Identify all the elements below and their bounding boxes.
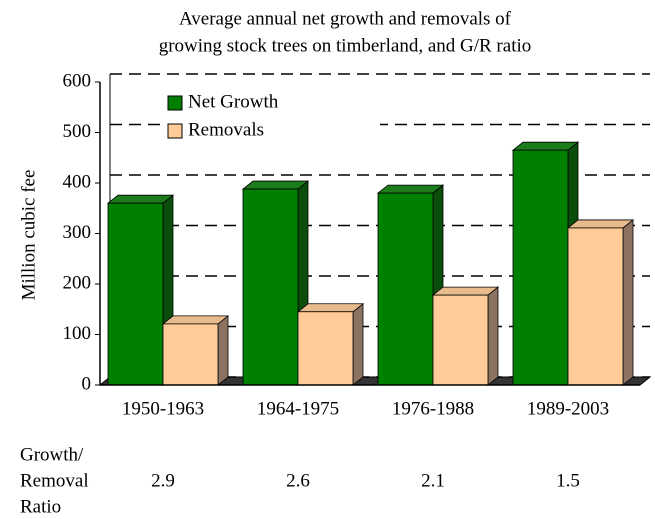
bar-top xyxy=(511,141,580,151)
x-tick-label: 1964-1975 xyxy=(257,398,339,419)
bar-top xyxy=(106,194,175,204)
y-tick-label: 300 xyxy=(63,222,92,243)
bar-top xyxy=(431,286,500,296)
bar xyxy=(512,149,569,386)
ratio-value: 2.1 xyxy=(421,470,445,491)
y-tick-label: 500 xyxy=(63,121,92,142)
bar xyxy=(297,311,354,386)
bar-top xyxy=(566,219,635,229)
y-tick-label: 100 xyxy=(63,323,92,344)
ratio-value: 2.6 xyxy=(286,470,310,491)
bar-top xyxy=(241,180,310,190)
legend-label: Net Growth xyxy=(188,91,279,112)
ratio-label: Removal xyxy=(20,470,89,491)
x-tick-label: 1976-1988 xyxy=(392,398,474,419)
y-tick-label: 0 xyxy=(82,373,92,394)
bar xyxy=(107,202,164,386)
legend-swatch xyxy=(167,123,183,139)
legend-label: Removals xyxy=(188,119,264,140)
bar xyxy=(162,323,219,386)
ratio-label: Ratio xyxy=(20,496,61,517)
bar-top xyxy=(376,184,445,194)
y-axis-label: Million cubic fee xyxy=(18,170,39,301)
bar-side xyxy=(622,219,634,386)
ratio-label: Growth/ xyxy=(20,444,84,465)
bar xyxy=(432,294,489,386)
bar-side xyxy=(217,315,229,386)
bar-top xyxy=(296,303,365,313)
ratio-value: 1.5 xyxy=(556,470,580,491)
bar xyxy=(377,192,434,386)
x-tick-label: 1950-1963 xyxy=(122,398,204,419)
legend-bg xyxy=(160,88,380,148)
y-tick-label: 600 xyxy=(63,70,92,91)
bar xyxy=(242,188,299,386)
x-tick-label: 1989-2003 xyxy=(527,398,609,419)
y-tick-label: 400 xyxy=(63,171,92,192)
chart-title: growing stock trees on timberland, and G… xyxy=(159,35,532,56)
ratio-value: 2.9 xyxy=(151,470,175,491)
chart-title: Average annual net growth and removals o… xyxy=(179,8,512,29)
bar-top xyxy=(161,315,230,325)
bar xyxy=(567,227,624,386)
legend-swatch xyxy=(167,95,183,111)
bar-side xyxy=(352,302,364,386)
bar-side xyxy=(487,286,499,386)
y-tick-label: 200 xyxy=(63,272,92,293)
